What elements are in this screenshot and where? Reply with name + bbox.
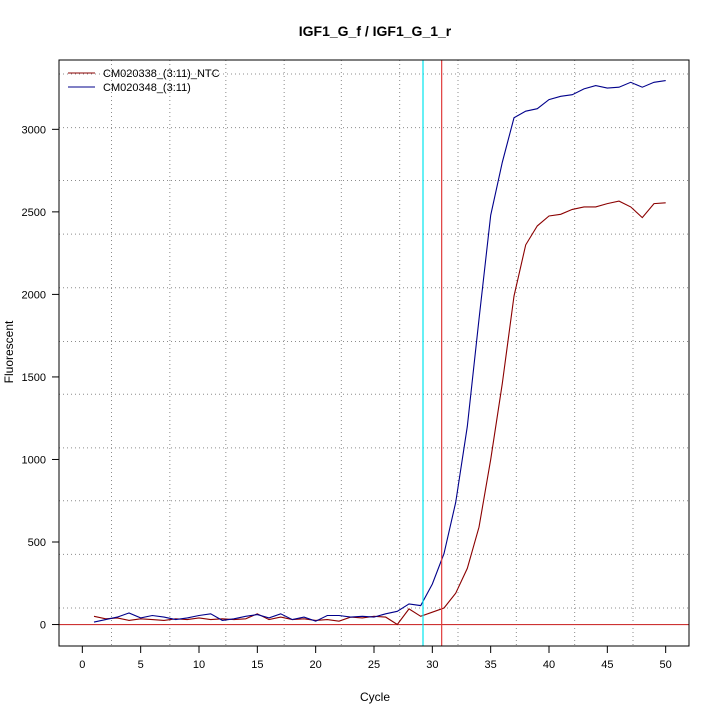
y-axis: 0 500 1000 1500 2000 2500 3000: [22, 124, 60, 632]
grid: [59, 60, 689, 646]
x-axis: 0 5 10 15 20 25 30 35 40 45 50: [79, 645, 672, 671]
y-tick-label: 0: [40, 620, 46, 632]
legend-label-2: CM020348_(3:11): [103, 82, 191, 94]
x-tick-label: 0: [79, 659, 85, 671]
cycle-marker-lines: [422, 60, 443, 646]
x-tick-label: 20: [310, 659, 322, 671]
x-tick-label: 10: [193, 659, 205, 671]
x-tick-label: 15: [251, 659, 263, 671]
series-line-1: [93, 200, 666, 626]
x-tick-label: 5: [138, 659, 144, 671]
y-tick-label: 2500: [22, 207, 46, 219]
series-line-2: [93, 80, 666, 623]
x-tick-label: 30: [426, 659, 438, 671]
y-tick-label: 1000: [22, 454, 46, 466]
x-tick-label: 50: [660, 659, 672, 671]
y-tick-label: 3000: [22, 124, 46, 136]
x-tick-label: 25: [368, 659, 380, 671]
x-tick-label: 45: [601, 659, 613, 671]
y-tick-label: 500: [28, 537, 46, 549]
legend-label-1: CM020338_(3:11)_NTC: [103, 68, 220, 80]
x-tick-label: 40: [543, 659, 555, 671]
x-axis-label: Cycle: [360, 690, 390, 704]
series-group: [93, 80, 666, 626]
chart-title: IGF1_G_f / IGF1_G_1_r: [299, 23, 452, 39]
y-axis-label: Fluorescent: [2, 320, 16, 383]
y-tick-label: 1500: [22, 372, 46, 384]
y-tick-label: 2000: [22, 289, 46, 301]
x-tick-label: 35: [485, 659, 497, 671]
legend: CM020338_(3:11)_NTC CM020348_(3:11): [68, 68, 220, 94]
